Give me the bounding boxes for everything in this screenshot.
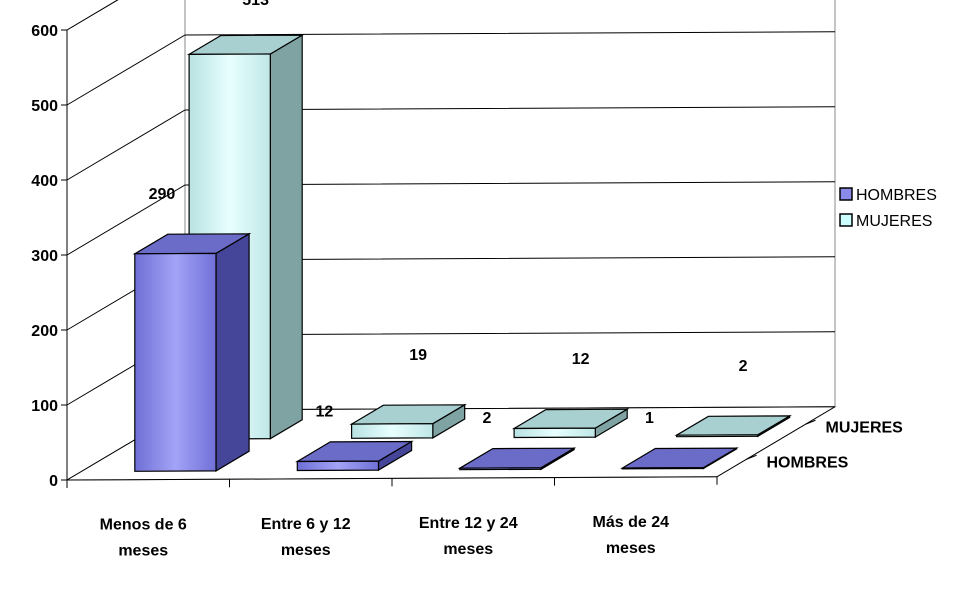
- bar: [457, 447, 577, 471]
- y-tick-label: 0: [49, 473, 58, 490]
- bar: [349, 403, 467, 439]
- y-tick-label: 500: [31, 98, 58, 115]
- chart-bars: [132, 34, 792, 472]
- y-tick-label: 600: [31, 23, 58, 40]
- bar: [620, 447, 739, 470]
- legend-label: HOMBRES: [856, 187, 937, 204]
- y-tick-label: 200: [31, 323, 58, 340]
- bar: [132, 232, 252, 472]
- data-label: 12: [572, 351, 590, 368]
- data-label: 19: [409, 347, 427, 364]
- x-tick-label: Más de 24 meses: [593, 514, 670, 557]
- data-label: 2: [739, 358, 748, 375]
- y-tick-label: 100: [31, 398, 58, 415]
- data-label: 290: [149, 186, 176, 203]
- x-tick-label: Entre 6 y 12 meses: [261, 516, 351, 559]
- gridline: [66, 106, 836, 181]
- data-label: 2: [482, 410, 491, 427]
- legend-swatch: [839, 213, 853, 227]
- y-tick-label: 300: [31, 248, 58, 265]
- x-tick-label: Menos de 6 meses: [100, 517, 187, 560]
- depth-axis-line: [716, 406, 836, 478]
- bar: [511, 408, 630, 439]
- chart-legend: HOMBRES MUJERES: [836, 180, 949, 240]
- gridline: [66, 0, 119, 31]
- legend-swatch: [839, 187, 853, 201]
- data-label: 12: [316, 404, 334, 421]
- legend-box: HOMBRES MUJERES: [836, 180, 949, 240]
- depth-tick-mark: [805, 419, 816, 425]
- gridline: [66, 31, 836, 106]
- depth-tick-label: MUJERES: [826, 419, 904, 436]
- depth-tick-mark: [746, 454, 757, 460]
- x-tick-label: Entre 12 y 24 meses: [419, 515, 518, 558]
- y-tick-label: 400: [31, 173, 58, 190]
- bar: [674, 414, 792, 438]
- chart-axes: 0 100 200 300 400 500 600 Menos de 6 meses Entre …: [31, 23, 903, 560]
- bar: [295, 440, 414, 472]
- depth-tick-label: HOMBRES: [767, 454, 849, 471]
- legend-label: MUJERES: [856, 213, 932, 230]
- gridline: [66, 181, 836, 256]
- data-label: 1: [645, 410, 654, 427]
- data-label: 513: [242, 0, 269, 9]
- chart-labels: 513 19 12 2 290 12 2 1: [149, 0, 748, 427]
